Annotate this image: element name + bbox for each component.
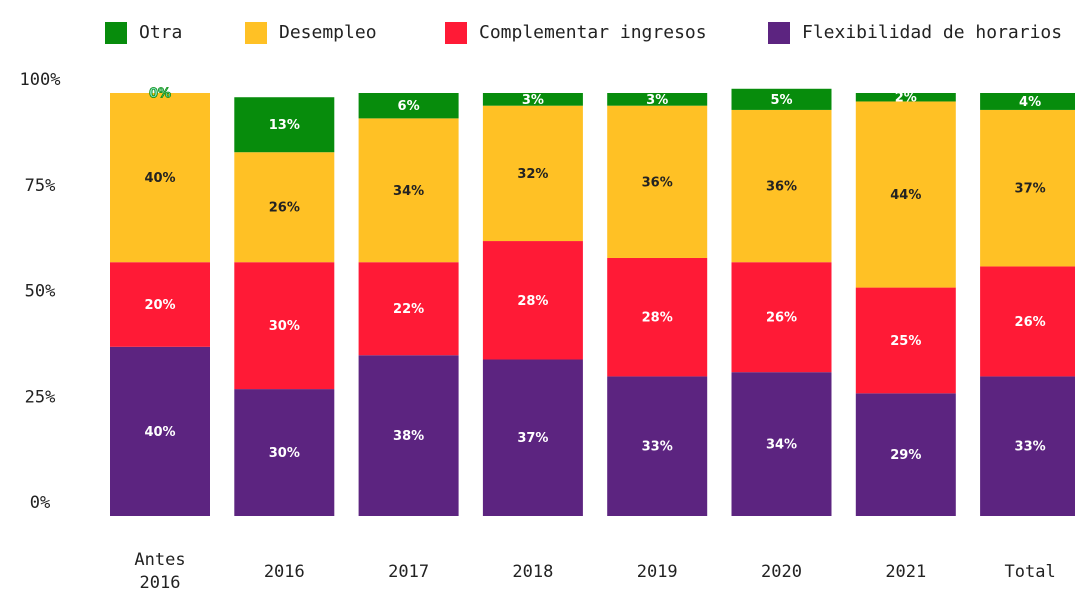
bar-segment — [731, 372, 832, 516]
x-tick-label: Antes 2016 — [134, 550, 185, 593]
value-label: 26% — [1015, 315, 1046, 330]
value-label: 30% — [269, 319, 300, 334]
value-label: 28% — [517, 294, 548, 309]
value-label: 3% — [522, 93, 544, 108]
bar-segment — [234, 389, 335, 516]
value-label: 36% — [766, 180, 797, 195]
bar-segment — [855, 287, 956, 394]
bar-segment — [855, 393, 956, 516]
value-label: 22% — [393, 302, 424, 317]
value-label: 3% — [646, 93, 668, 108]
bar-segment — [110, 262, 210, 347]
value-label: 34% — [766, 438, 797, 453]
legend-swatch — [105, 22, 127, 44]
bar-segment — [607, 376, 708, 516]
bar-segment — [482, 105, 583, 242]
bar-segment — [731, 262, 832, 373]
legend-label: Otra — [139, 22, 182, 43]
value-label: 25% — [890, 334, 921, 349]
value-label: 33% — [1015, 440, 1046, 455]
legend-swatch — [768, 22, 790, 44]
bar-segment — [980, 266, 1075, 377]
x-tick-label: Total — [1005, 562, 1056, 582]
value-label: 28% — [642, 311, 673, 326]
value-label: 0% — [149, 87, 171, 102]
value-label: 40% — [144, 171, 175, 186]
bar-segment — [855, 93, 956, 102]
bar-segment — [358, 118, 459, 263]
value-label: 34% — [393, 184, 424, 199]
bar-segment — [110, 93, 210, 263]
bar-segment — [980, 109, 1075, 267]
value-label: 36% — [642, 175, 673, 190]
y-tick-label: 0% — [30, 493, 50, 513]
legend-label: Complementar ingresos — [479, 22, 707, 43]
x-tick-label: 2019 — [637, 562, 678, 582]
y-tick-label: 75% — [25, 176, 56, 196]
legend-label: Flexibilidad de horarios — [802, 22, 1062, 43]
bar-segment — [482, 93, 583, 106]
bar-segment — [110, 346, 210, 516]
x-tick-label: 2021 — [885, 562, 926, 582]
bar-segment — [607, 105, 708, 258]
y-tick-label: 50% — [25, 282, 56, 302]
value-label: 20% — [144, 298, 175, 313]
value-label: 30% — [269, 446, 300, 461]
legend-label: Desempleo — [279, 22, 377, 43]
bar-segment — [482, 359, 583, 516]
bar-segment — [234, 152, 335, 263]
value-label: 33% — [642, 440, 673, 455]
legend-swatch — [245, 22, 267, 44]
bar-segment — [234, 97, 335, 153]
bar-segment — [358, 93, 459, 119]
value-label: 44% — [890, 188, 921, 203]
value-label: 13% — [269, 118, 300, 133]
value-label: 29% — [890, 448, 921, 463]
x-tick-label: 2018 — [512, 562, 553, 582]
x-tick-label: 2017 — [388, 562, 429, 582]
bar-segment — [482, 241, 583, 360]
bar-segment — [358, 355, 459, 516]
legend-swatch — [445, 22, 467, 44]
bar-segment — [731, 88, 832, 110]
value-label: 2% — [895, 91, 917, 106]
value-label: 38% — [393, 429, 424, 444]
y-tick-label: 100% — [20, 70, 61, 90]
value-label: 26% — [269, 201, 300, 216]
value-label: 40% — [144, 425, 175, 440]
value-label: 4% — [1019, 95, 1041, 110]
value-label: 5% — [770, 93, 792, 108]
bar-segment — [855, 101, 956, 288]
value-label: 6% — [398, 99, 420, 114]
bar-segment — [980, 376, 1075, 516]
value-label: 37% — [1015, 182, 1046, 197]
value-label: 37% — [517, 431, 548, 446]
value-label: 26% — [766, 311, 797, 326]
value-label: 32% — [517, 167, 548, 182]
bar-segment — [980, 93, 1075, 110]
bar-segment — [358, 262, 459, 356]
bar-segment — [731, 109, 832, 263]
bar-segment — [607, 257, 708, 377]
x-tick-label: 2016 — [264, 562, 305, 582]
y-tick-label: 25% — [25, 387, 56, 407]
bar-segment — [234, 262, 335, 390]
bar-segment — [607, 93, 708, 106]
x-tick-label: 2020 — [761, 562, 802, 582]
